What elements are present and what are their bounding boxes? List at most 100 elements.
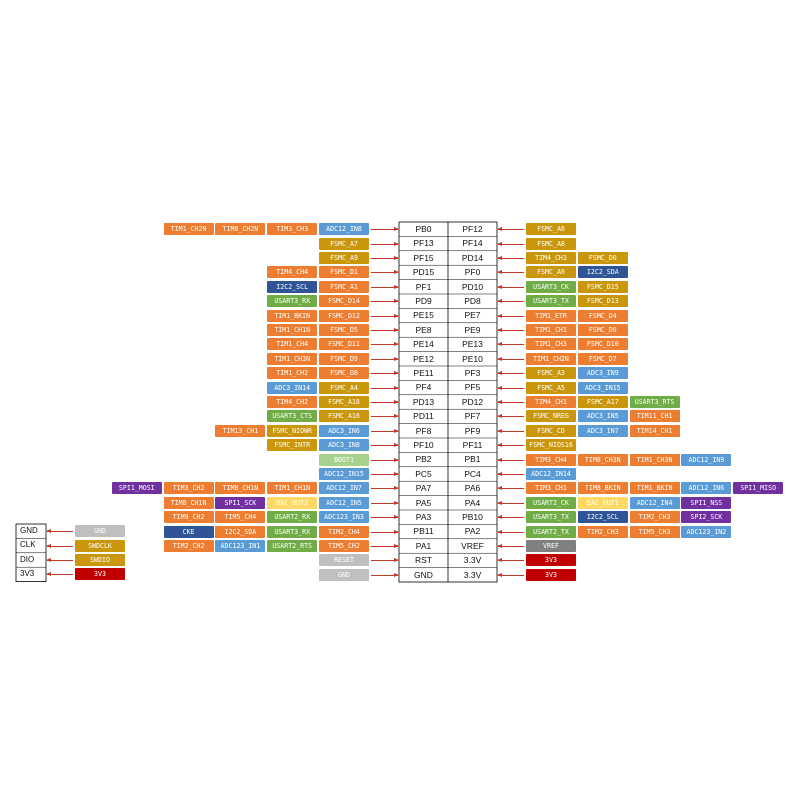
signal-tag: FSMC_A1 <box>319 280 369 293</box>
signal-tag: TIM4_CH4 <box>267 266 318 279</box>
signal-tag: FSMC_A4 <box>319 381 369 394</box>
swd-pin-3v3: 3V3 <box>20 569 35 579</box>
arrow-to-pin <box>371 572 399 577</box>
arrow-to-pin <box>497 256 524 260</box>
pin-pe7: PE7 <box>464 310 481 321</box>
pin-pa2: PA2 <box>464 526 481 537</box>
signal-tag: TIM1_CH2N <box>526 352 576 365</box>
pin-pe12: PE12 <box>413 353 434 364</box>
signal-tag: ADC3_IN6 <box>319 424 369 437</box>
pin-pf9: PF9 <box>464 425 481 436</box>
signal-tag: TIM8_CH3N <box>577 453 628 466</box>
signal-tag: ADC12_IN7 <box>319 482 369 495</box>
arrow-to-pin <box>497 443 524 448</box>
signal-tag: TIM4_CH2 <box>267 396 318 408</box>
swd-pin-gnd: GND <box>20 526 38 535</box>
signal-tag: ADC12_IN15 <box>319 468 369 480</box>
signal-tag: FSMC_D4 <box>577 309 628 322</box>
signal-tag: ADC3_IN8 <box>319 439 369 452</box>
swd-signal-tag: GND <box>75 525 125 538</box>
arrow-to-pin <box>371 256 399 260</box>
signal-tag: ADC12_IN5 <box>319 496 369 509</box>
arrow-to-pin <box>371 328 399 332</box>
signal-tag: SPI1_MOSI <box>111 482 162 495</box>
signal-tag: FSMC_A3 <box>526 367 576 380</box>
signal-tag: TIM1_CH1N <box>267 324 318 336</box>
pin-pd13: PD13 <box>412 396 435 407</box>
arrow-to-pin <box>497 284 524 289</box>
arrow-to-pin <box>371 299 399 304</box>
pin-pe13: PE13 <box>462 339 483 350</box>
signal-tag: I2C2_SCL <box>577 511 628 524</box>
signal-tag: TIM2_CH3 <box>629 511 680 524</box>
signal-tag: TIM1_CH2N <box>163 223 214 236</box>
signal-tag: FSMC_D13 <box>577 295 628 308</box>
signal-tag: SPI1_SCK <box>215 496 266 509</box>
pin-pf3: PF3 <box>464 368 481 378</box>
signal-tag: FSMC_D1 <box>319 266 369 279</box>
signal-tag: TIM1_BKIN <box>267 309 318 322</box>
arrow-to-pin <box>371 515 399 520</box>
pin-pc4: PC4 <box>464 468 481 479</box>
signal-tag: USART2_TX <box>526 525 576 538</box>
pin-pa4: PA4 <box>464 497 481 508</box>
signal-tag: 3V3 <box>526 554 576 567</box>
swd-arrow <box>46 543 73 548</box>
pin-pf8: PF8 <box>415 425 432 436</box>
pin-pf5: PF5 <box>464 382 481 393</box>
pin-pa5: PA5 <box>415 497 432 508</box>
swd-arrow <box>46 558 73 562</box>
swd-signal-tag: SWDCLK <box>75 539 125 552</box>
signal-tag: TIM2_CH2 <box>163 540 214 552</box>
arrow-to-pin <box>497 385 524 390</box>
arrow-to-pin <box>497 472 524 476</box>
signal-tag: FSMC_A0 <box>526 266 576 279</box>
signal-tag: TIM8_CH1N <box>215 482 266 495</box>
signal-tag: FSMC_D14 <box>319 295 369 308</box>
signal-tag: FSMC_CD <box>526 424 576 437</box>
signal-tag: USART3_RTS <box>629 396 680 408</box>
signal-tag: TIM1_CH3N <box>267 352 318 365</box>
pin-pf0: PF0 <box>464 267 481 278</box>
signal-tag: USART2_RTS <box>267 540 318 552</box>
arrow-to-pin <box>371 342 399 347</box>
arrow-to-pin <box>371 414 399 419</box>
signal-tag: TIM5_CH3 <box>629 525 680 538</box>
signal-tag: FSMC_A5 <box>526 381 576 394</box>
signal-tag: FSMC_NREG <box>526 410 576 423</box>
arrow-to-pin <box>371 472 399 476</box>
signal-tag: FSMC_INTR <box>267 439 318 452</box>
signal-tag: USART2_RX <box>267 511 318 524</box>
arrow-to-pin <box>497 572 524 577</box>
signal-tag: ADC12_IN8 <box>319 223 369 236</box>
pin-pa1: PA1 <box>415 540 432 551</box>
signal-tag: GND <box>319 568 369 581</box>
pin-gnd: GND <box>414 569 433 580</box>
signal-tag: ADC123_IN3 <box>319 511 369 524</box>
arrow-to-pin <box>497 299 524 304</box>
arrow-to-pin <box>371 313 399 318</box>
signal-tag: TIM1_CH1 <box>526 324 576 336</box>
pin-pd9: PD9 <box>415 296 432 306</box>
pin-pf7: PF7 <box>464 411 481 422</box>
arrow-to-pin <box>497 515 524 520</box>
arrow-to-pin <box>371 443 399 448</box>
signal-tag: TIM5_CH4 <box>215 511 266 524</box>
arrow-to-pin <box>371 284 399 289</box>
signal-tag: ADC3_IN5 <box>577 410 628 423</box>
pin-pd10: PD10 <box>461 281 484 292</box>
signal-tag: TIM3_CH2 <box>163 482 214 495</box>
signal-tag: ADC12_IN9 <box>681 453 732 466</box>
signal-tag: TIM3_CH3 <box>267 223 318 236</box>
signal-tag: TIM4_CH3 <box>526 252 576 264</box>
arrow-to-pin <box>497 558 524 563</box>
signal-tag: TIM5_CH2 <box>319 540 369 552</box>
pin-3-3v: 3.3V <box>463 569 482 580</box>
signal-tag: SPI1_NSS <box>681 496 732 509</box>
pin-pf15: PF15 <box>413 252 434 263</box>
signal-tag: FSMC_D0 <box>577 252 628 264</box>
pin-pf12: PF12 <box>462 224 483 234</box>
signal-tag: 3V3 <box>526 568 576 581</box>
arrow-to-pin <box>497 371 524 376</box>
